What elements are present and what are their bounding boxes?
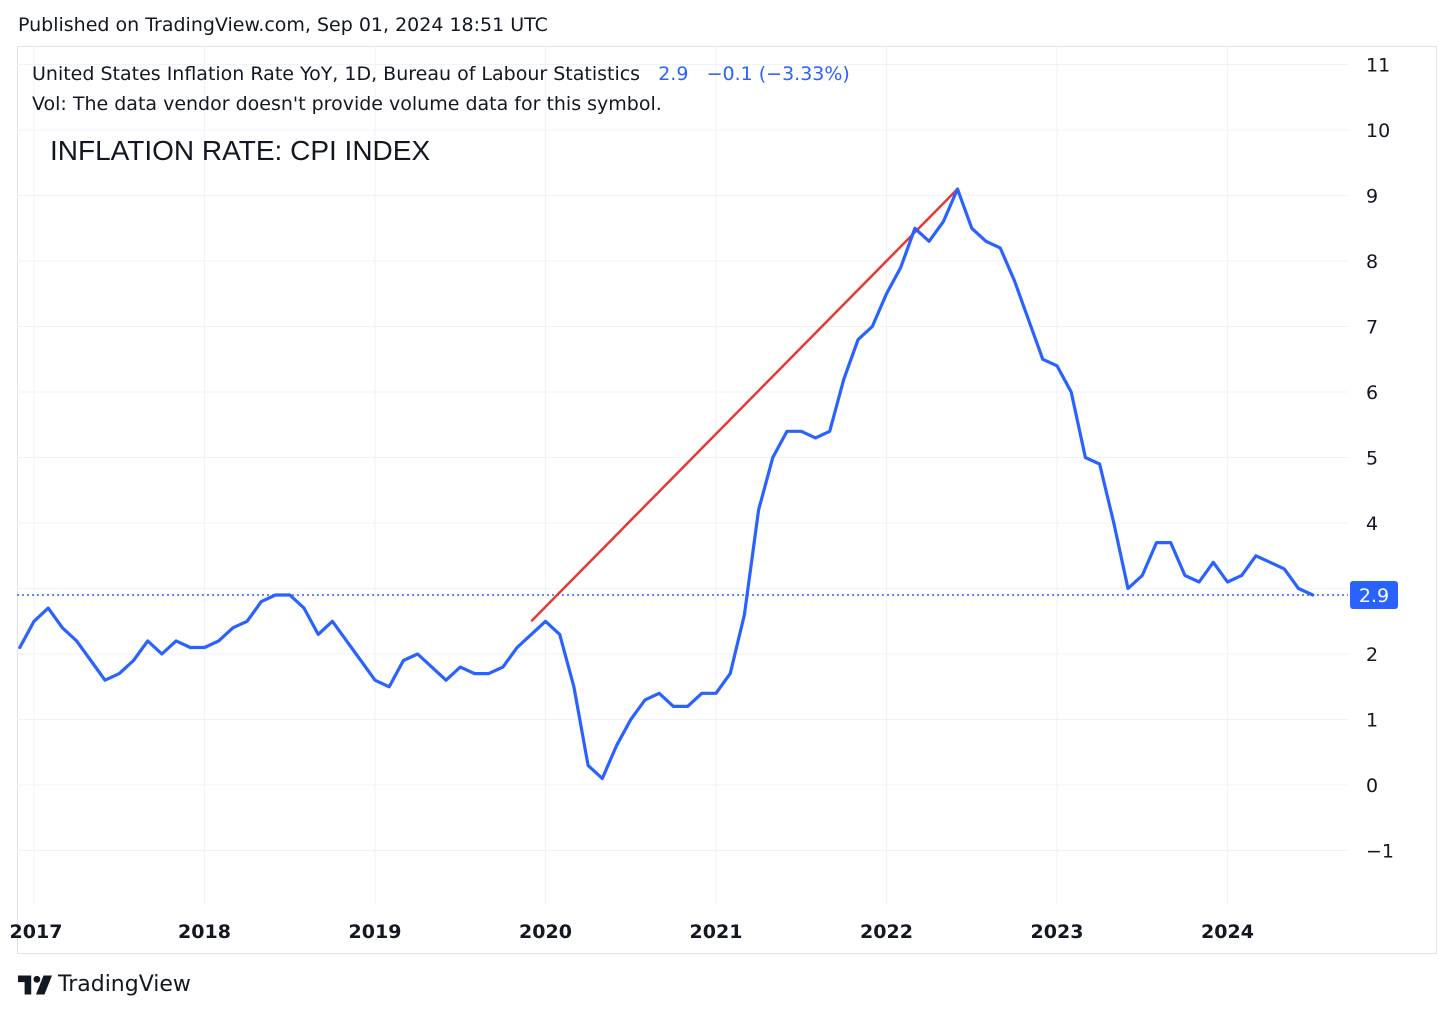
footer-brand-label: TradingView: [58, 972, 191, 997]
chart-annotation: INFLATION RATE: CPI INDEX: [50, 135, 430, 166]
series-layer: [18, 187, 1315, 781]
legend-volume-note: Vol: The data vendor doesn't provide vol…: [32, 93, 662, 115]
tradingview-logo-icon: [18, 975, 52, 994]
x-tick-label: 2019: [349, 921, 402, 943]
x-tick-label: 2021: [690, 921, 743, 943]
x-tick-label: 2018: [178, 921, 231, 943]
footer-brand[interactable]: TradingView: [18, 972, 191, 997]
y-tick-label: 11: [1366, 55, 1390, 77]
price-tag-label: 2.9: [1359, 585, 1389, 607]
chart-frame[interactable]: [17, 46, 1437, 954]
y-tick-label: 5: [1366, 448, 1378, 470]
grid: [17, 64, 1348, 851]
y-tick-label: 10: [1366, 120, 1390, 142]
x-tick-label: 2022: [860, 921, 913, 943]
y-tick-label: 9: [1366, 186, 1378, 208]
x-tick-label: 2023: [1031, 921, 1084, 943]
y-tick-label: 6: [1366, 382, 1378, 404]
x-grid: [33, 47, 1228, 905]
trend-line-layer: [530, 188, 959, 623]
y-tick-label: 2: [1366, 644, 1378, 666]
price-tag-bg: [1350, 581, 1398, 610]
legend-change: −0.1 (−3.33%): [706, 63, 850, 85]
x-tick-label: 2020: [519, 921, 572, 943]
legend-value: 2.9: [658, 63, 689, 85]
y-tick-label: 0: [1366, 775, 1378, 797]
x-axis: 2017 2018 2019 2020 2021 2022 2023 2024: [10, 921, 1254, 943]
series-line-inflation: [18, 187, 1315, 781]
x-tick-label: 2024: [1201, 921, 1254, 943]
legend-symbol-row[interactable]: United States Inflation Rate YoY, 1D, Bu…: [32, 62, 850, 92]
y-tick-label: −1: [1366, 841, 1394, 863]
price-tag: 2.9: [1350, 581, 1398, 610]
y-tick-label: 1: [1366, 710, 1378, 732]
y-tick-label: 7: [1366, 317, 1378, 339]
y-axis: −101234567891011: [1366, 55, 1394, 863]
legend: United States Inflation Rate YoY, 1D, Bu…: [32, 62, 850, 122]
trend-line: [530, 188, 959, 623]
x-tick-label: 2017: [10, 921, 63, 943]
y-tick-label: 8: [1366, 251, 1378, 273]
y-tick-label: 4: [1366, 513, 1378, 535]
published-caption: Published on TradingView.com, Sep 01, 20…: [18, 14, 548, 36]
legend-symbol[interactable]: United States Inflation Rate YoY, 1D, Bu…: [32, 63, 641, 85]
